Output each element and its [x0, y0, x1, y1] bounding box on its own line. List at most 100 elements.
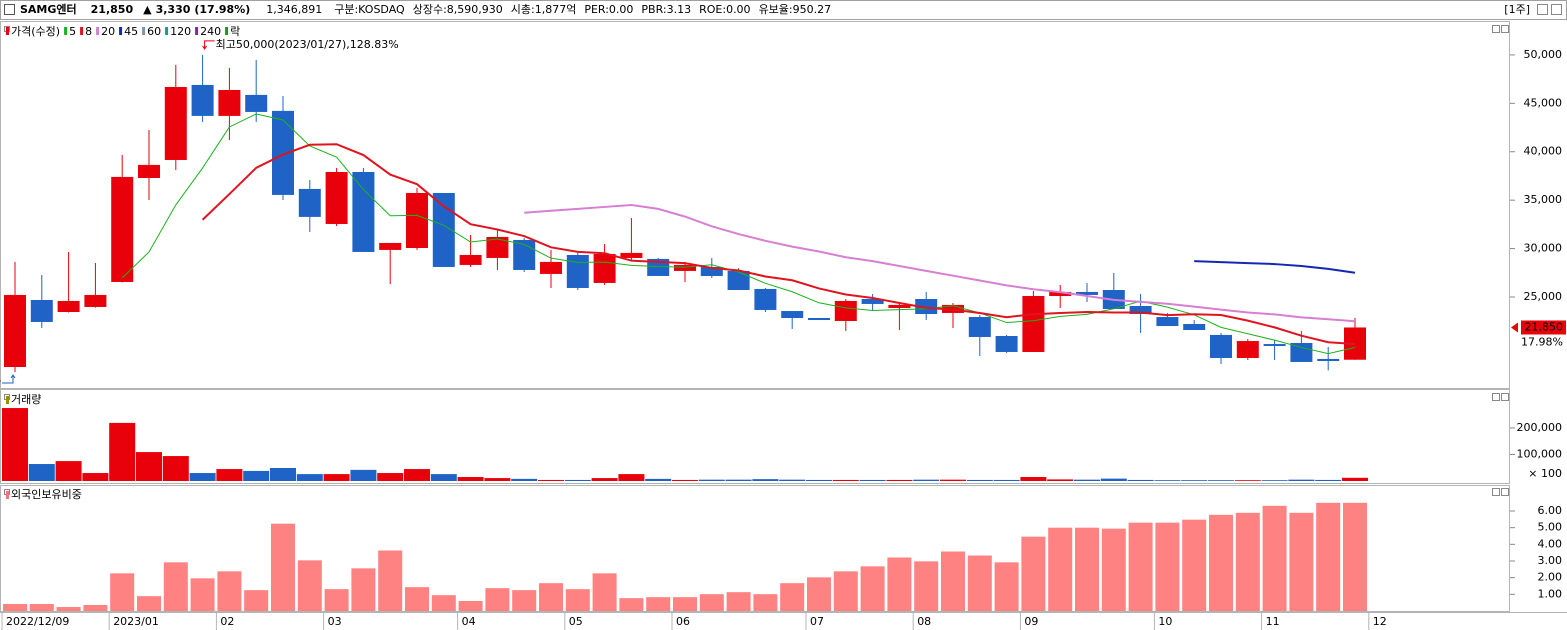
- candle-body: [432, 192, 455, 267]
- candle-body: [459, 254, 482, 265]
- candle-body: [1129, 305, 1152, 315]
- y-tick-label: 50,000: [1524, 48, 1563, 61]
- close-button[interactable]: [1501, 488, 1509, 496]
- ownership-bar: [726, 592, 751, 611]
- candle-body: [1317, 358, 1340, 361]
- x-tick-label: 06: [676, 615, 690, 628]
- info-field: 구분:KOSDAQ: [334, 3, 405, 16]
- legend-marker: [6, 27, 9, 35]
- volume-bar: [430, 474, 457, 481]
- candle-body: [861, 299, 884, 304]
- volume-bar: [457, 477, 484, 481]
- window-max[interactable]: [1537, 4, 1548, 15]
- ownership-bar: [673, 597, 697, 611]
- volume-bar: [645, 478, 672, 481]
- volume-bar: [136, 452, 162, 481]
- x-tick-label: 10: [1158, 615, 1172, 628]
- ownership-bar: [1182, 519, 1207, 611]
- ownership-bar: [887, 557, 912, 611]
- volume-bar: [28, 464, 55, 481]
- candle-body: [647, 258, 670, 276]
- volume-bar: [993, 479, 1020, 481]
- candle-body: [808, 317, 830, 321]
- y-tick-label: 40,000: [1524, 145, 1563, 158]
- ownership-bar: [458, 601, 483, 611]
- x-tick-label: 2022/12/09: [6, 615, 69, 628]
- volume-bar: [189, 473, 216, 481]
- price-panel-frame: [0, 21, 1510, 389]
- minimize-button[interactable]: [1492, 393, 1500, 401]
- y-tick-label: 45,000: [1524, 96, 1563, 109]
- candle-body: [57, 300, 80, 312]
- candle-body: [540, 261, 562, 274]
- minimize-button[interactable]: [1492, 488, 1500, 496]
- volume-bar: [779, 479, 806, 481]
- minimize-button[interactable]: [1492, 25, 1500, 33]
- x-tick-label: 02: [220, 615, 234, 628]
- ownership-bar: [1343, 502, 1367, 611]
- moving-average-line: [524, 203, 1356, 323]
- last-price-label: 21,850: [1525, 320, 1564, 333]
- ownership-bar: [565, 589, 590, 611]
- ownership-bar: [1262, 505, 1287, 611]
- ownership-bar: [967, 555, 992, 611]
- ownership-bar: [1289, 512, 1314, 611]
- close-button[interactable]: [1501, 25, 1509, 33]
- ownership-bar: [190, 578, 215, 611]
- legend-label: 240: [200, 25, 221, 38]
- ownership-bar: [512, 590, 537, 611]
- y-tick-label: 35,000: [1524, 193, 1563, 206]
- candle-body: [325, 171, 348, 224]
- change-percent: (17.98%): [194, 3, 250, 16]
- ownership-bar: [110, 573, 135, 611]
- volume-bar: [618, 474, 645, 481]
- candle-body: [674, 264, 696, 271]
- candle-body: [888, 304, 911, 309]
- legend-marker: [165, 27, 169, 35]
- ownership-bar: [1075, 527, 1099, 611]
- last-change-label: 17.98%: [1521, 335, 1563, 348]
- checkbox[interactable]: [4, 4, 15, 15]
- y-tick-label: 25,000: [1524, 290, 1563, 303]
- unit-label: × 100: [1528, 467, 1562, 480]
- candle-body: [272, 110, 294, 195]
- candle-body: [781, 311, 804, 318]
- candle-body: [1022, 296, 1045, 352]
- ownership-bar: [539, 583, 563, 611]
- volume-bar: [55, 461, 82, 481]
- panel-title: 거래량: [11, 393, 41, 406]
- legend-marker: [96, 27, 100, 35]
- legend-label: 락: [230, 25, 240, 38]
- volume-bar: [216, 469, 243, 481]
- volume-bar: [270, 468, 296, 481]
- volume-bar: [1342, 477, 1368, 481]
- candle-body: [352, 171, 375, 252]
- candle-body: [1263, 344, 1286, 346]
- volume-bar: [1261, 480, 1288, 481]
- info-field: 유보율:950.27: [759, 3, 832, 16]
- x-tick-label: 09: [1024, 615, 1038, 628]
- period: [1주]: [1504, 3, 1530, 16]
- volume-bar: [832, 479, 859, 481]
- volume-bar: [1047, 479, 1074, 481]
- candle-body: [30, 299, 53, 322]
- ownership-bar: [1048, 527, 1073, 611]
- ownership-bar: [699, 594, 724, 611]
- window-close[interactable]: [1551, 4, 1562, 15]
- candle-body: [968, 317, 991, 337]
- candle-body: [486, 236, 509, 258]
- close-button[interactable]: [1501, 393, 1509, 401]
- ownership-bar: [807, 577, 831, 611]
- volume-bar: [350, 469, 377, 481]
- ownership-bar: [646, 597, 671, 611]
- ownership-bar: [1316, 502, 1341, 611]
- ownership-bar: [297, 560, 322, 611]
- x-tick-label: 05: [569, 615, 583, 628]
- ownership-bar: [1209, 514, 1233, 611]
- volume-bar: [725, 479, 752, 481]
- ownership-bar: [1155, 522, 1180, 611]
- volume-bar: [323, 474, 350, 481]
- legend-marker: [225, 27, 229, 35]
- candle-body: [995, 336, 1018, 352]
